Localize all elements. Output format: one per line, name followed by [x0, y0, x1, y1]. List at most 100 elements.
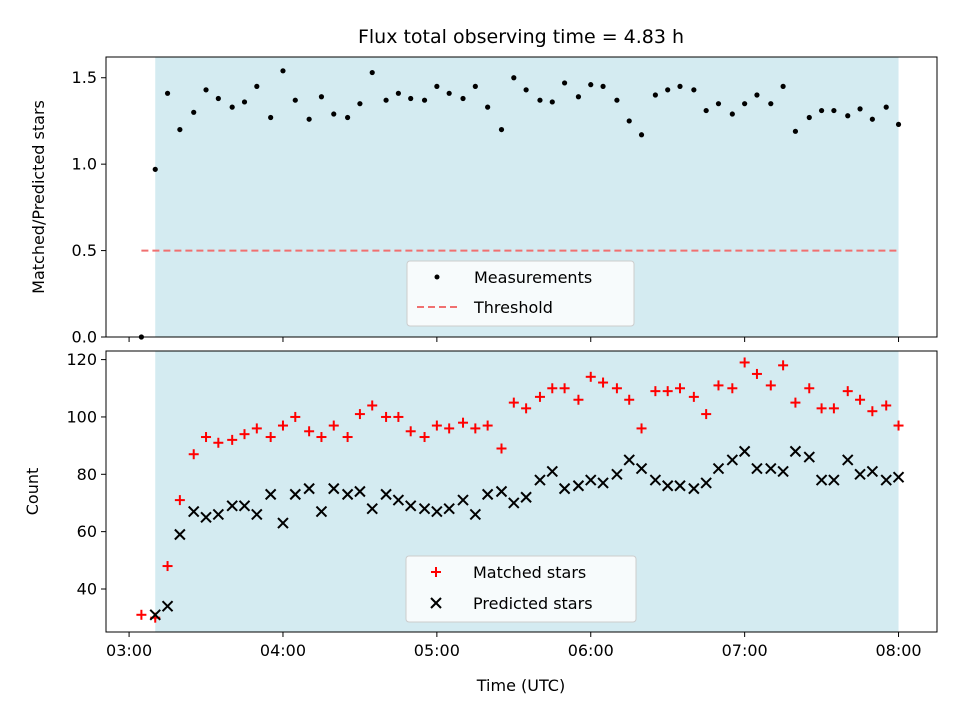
matched-stars-point	[521, 403, 532, 414]
predicted-stars-point	[611, 468, 623, 481]
top-y-ticks: 0.0 0.5 1.0 1.5	[72, 68, 106, 347]
top-legend-box	[406, 260, 635, 327]
measurement-point	[421, 97, 428, 103]
predicted-stars-point	[892, 471, 905, 483]
matched-stars-point	[624, 394, 635, 405]
predicted-stars-point	[815, 474, 828, 486]
predicted-stars-point	[238, 500, 251, 512]
matched-stars-point	[547, 383, 558, 394]
predicted-stars-point	[712, 462, 725, 475]
matched-stars-point	[342, 432, 353, 443]
matched-stars-point	[304, 426, 315, 437]
bottom-axes-frame	[105, 350, 938, 633]
measurement-point	[241, 99, 248, 105]
predicted-stars-point	[264, 488, 277, 501]
measurement-point	[215, 95, 221, 102]
legend-label-predicted-stars: Predicted stars	[473, 594, 593, 613]
matched-stars-point	[188, 449, 199, 460]
measurement-point	[268, 114, 274, 121]
predicted-stars-point	[341, 488, 354, 501]
predicted-stars-point	[366, 502, 378, 515]
matched-stars-point	[790, 397, 801, 408]
measurement-point	[806, 114, 812, 121]
matched-stars-point	[636, 423, 647, 434]
measurement-point	[177, 126, 183, 133]
measurement-point	[831, 107, 837, 114]
y-tick-label: 0.5	[72, 241, 97, 260]
y-tick-label: 120	[66, 350, 97, 369]
predicted-stars-point	[572, 480, 585, 492]
matched-stars-point	[727, 383, 738, 394]
bottom-x-ticks: 03:00 04:00 05:00 06:00 07:00 08:00	[106, 632, 922, 660]
top-y-axis-label: Matched/Predicted stars	[29, 100, 48, 294]
matched-stars-point	[650, 386, 661, 397]
predicted-stars-point	[443, 502, 455, 515]
predicted-stars-point	[469, 508, 482, 521]
predicted-stars-point	[777, 465, 789, 478]
matched-stars-point	[765, 380, 776, 391]
matched-stars-point	[534, 391, 545, 402]
measurement-point	[600, 83, 606, 89]
predicted-stars-point	[457, 494, 469, 506]
measurement-point	[792, 128, 799, 134]
y-tick-label: 1.0	[72, 155, 97, 174]
measurement-point	[575, 94, 582, 100]
measurement-point	[485, 104, 491, 110]
matched-stars-point	[508, 397, 519, 408]
chart-title: Flux total observing time = 4.83 h	[358, 26, 684, 48]
predicted-stars-point	[558, 482, 571, 495]
predicted-stars-point	[866, 465, 879, 478]
matched-stars-point	[419, 432, 430, 443]
matched-stars-point	[201, 432, 212, 443]
predicted-stars-point	[597, 477, 609, 489]
matched-stars-point	[367, 400, 378, 411]
y-tick-label: 1.5	[72, 68, 97, 87]
predicted-stars-point	[354, 485, 366, 498]
legend-label-matched-stars: Matched stars	[473, 563, 586, 582]
matched-stars-point	[393, 411, 404, 422]
measurement-point	[588, 82, 594, 88]
matched-stars-point	[893, 420, 904, 431]
x-tick-label: 06:00	[568, 641, 614, 660]
matched-stars-point	[239, 429, 250, 440]
measurement-point	[191, 109, 197, 115]
matched-stars-point	[675, 383, 686, 394]
matched-stars-point	[482, 420, 493, 431]
legend-plus-glyph	[431, 567, 441, 577]
measurement-point	[549, 99, 555, 105]
predicted-stars-point	[661, 480, 674, 492]
top-axes-frame	[105, 56, 938, 338]
measurement-point	[331, 111, 337, 117]
measurement-point	[715, 101, 722, 107]
measurement-point	[511, 75, 517, 81]
predicted-stars-point	[188, 505, 200, 518]
matched-stars-point	[842, 386, 853, 397]
y-tick-label: 100	[66, 407, 97, 426]
measurement-point	[754, 92, 760, 98]
predicted-stars-point	[328, 482, 340, 495]
matched-stars-point	[585, 371, 596, 382]
predicted-stars-point	[251, 508, 263, 521]
matched-stars-point	[354, 409, 365, 420]
matched-stars-point	[444, 423, 455, 434]
matched-stars-point	[559, 383, 570, 394]
matched-stars-point	[828, 403, 839, 414]
measurement-point	[164, 90, 171, 96]
bottom-series-layer	[136, 357, 905, 623]
measurement-point	[652, 92, 658, 98]
matched-stars-point	[227, 434, 238, 445]
measurement-point	[845, 113, 851, 119]
measurement-point	[561, 80, 568, 86]
predicted-stars-point	[674, 480, 686, 492]
matched-stars-point	[867, 406, 878, 417]
measurement-point	[357, 101, 363, 107]
matched-stars-point	[316, 432, 327, 443]
measurement-point	[460, 95, 466, 102]
predicted-stars-point	[315, 505, 328, 518]
predicted-stars-point	[289, 488, 301, 501]
measurement-point	[614, 97, 620, 103]
measurement-point	[229, 104, 235, 110]
measurement-point	[665, 87, 671, 93]
bottom-legend: Matched stars Predicted stars	[405, 555, 637, 623]
